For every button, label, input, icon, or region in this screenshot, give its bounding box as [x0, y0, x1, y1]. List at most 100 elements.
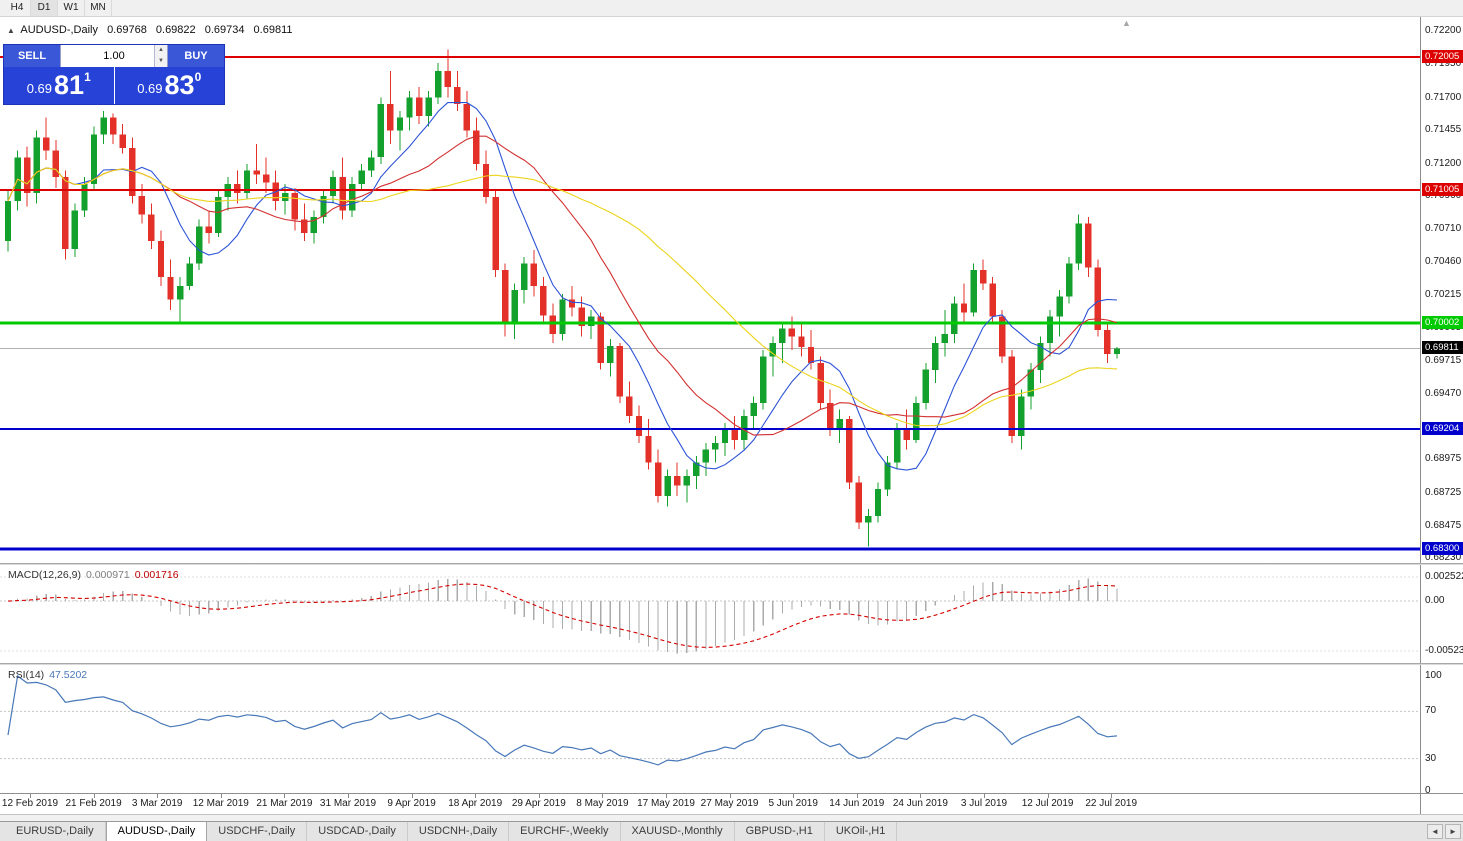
date-tick — [729, 794, 731, 798]
volume-value: 1.00 — [103, 50, 125, 62]
date-label: 18 Apr 2019 — [448, 798, 503, 809]
macd-tick: 0.00 — [1425, 595, 1445, 607]
ohlc-high: 0.69822 — [155, 24, 196, 36]
tab-audusd-daily[interactable]: AUDUSD-,Daily — [105, 822, 208, 841]
ma-line-34 — [7, 167, 1118, 427]
panel-resize-divider[interactable] — [0, 563, 1463, 565]
price-tick: 0.69715 — [1425, 355, 1462, 367]
volume-spinner: ▲ ▼ — [154, 45, 167, 67]
horizontal-level-lines[interactable] — [0, 56, 1420, 551]
level-price-label: 0.71005 — [1422, 182, 1463, 196]
tab-gbpusd-h1[interactable]: GBPUSD-,H1 — [735, 822, 825, 841]
ma-line-17 — [7, 135, 1118, 436]
level-price-label: 0.72005 — [1422, 50, 1463, 63]
horizontal-scrollbar[interactable] — [0, 814, 1463, 821]
tab-eurchf-weekly[interactable]: EURCHF-,Weekly — [509, 822, 621, 841]
one-click-trading-panel: SELL 1.00 ▲ ▼ BUY 0.69 81 1 0.69 83 0 — [3, 44, 225, 105]
sell-price-display[interactable]: 0.69 81 1 — [4, 67, 114, 104]
tab-usdcad-daily[interactable]: USDCAD-,Daily — [307, 822, 408, 841]
price-chart[interactable] — [0, 17, 1420, 563]
date-label: 12 Mar 2019 — [192, 798, 249, 809]
tab-eurusd-daily[interactable]: EURUSD-,Daily — [5, 822, 106, 841]
buy-button[interactable]: BUY — [168, 45, 224, 67]
date-tick — [920, 794, 922, 798]
tab-scroll-left-button[interactable]: ◄ — [1427, 824, 1443, 839]
timeframe-w1-button[interactable]: W1 — [58, 0, 85, 16]
tab-scroll-buttons: ◄ ► — [1427, 824, 1461, 839]
volume-increase-arrow-icon[interactable]: ▲ — [155, 45, 167, 56]
rsi-label: RSI(14) 47.5202 — [8, 669, 88, 681]
time-scale-divider — [0, 793, 1463, 794]
date-label: 27 May 2019 — [700, 798, 759, 809]
rsi-tick: 0 — [1425, 785, 1431, 796]
chart-shift-marker-icon[interactable]: ▲ — [1122, 18, 1131, 28]
time-scale: 12 Feb 2019 21 Feb 2019 3 Mar 2019 12 Mar 2… — [0, 794, 1420, 814]
chart-tab-bar: EURUSD-,Daily AUDUSD-,Daily USDCHF-,Daily U… — [0, 821, 1463, 841]
date-tick — [856, 794, 858, 798]
macd-label: MACD(12,26,9) 0.000971 0.001716 — [8, 569, 179, 581]
volume-decrease-arrow-icon[interactable]: ▼ — [155, 56, 167, 67]
date-label: 3 Mar 2019 — [131, 798, 183, 809]
date-label: 21 Mar 2019 — [256, 798, 313, 809]
buy-price-display[interactable]: 0.69 83 0 — [114, 67, 224, 104]
date-tick — [1047, 794, 1049, 798]
tab-ukoil-h1[interactable]: UKOil-,H1 — [825, 822, 898, 841]
date-label: 12 Feb 2019 — [1, 798, 59, 809]
chart-window: ▲ AUDUSD-,Daily 0.69768 0.69822 0.69734 … — [0, 17, 1463, 814]
date-tick — [1111, 794, 1113, 798]
price-tick: 0.71455 — [1425, 124, 1462, 136]
date-label: 21 Feb 2019 — [65, 798, 122, 809]
date-tick — [284, 794, 286, 798]
tab-usdcnh-daily[interactable]: USDCNH-,Daily — [408, 822, 510, 841]
date-tick — [411, 794, 413, 798]
price-tick: 0.71950 — [1425, 58, 1462, 70]
macd-histogram — [7, 578, 1118, 654]
sell-price-big: 81 — [54, 70, 85, 100]
macd-signal-value: 0.001716 — [134, 569, 179, 581]
timeframe-mn-button[interactable]: MN — [85, 0, 112, 16]
buy-price-sup: 0 — [194, 69, 202, 84]
macd-tick: -0.005234 — [1425, 645, 1463, 656]
level-price-label: 0.69204 — [1422, 421, 1463, 435]
timeframe-toolbar: H4 D1 W1 MN — [0, 0, 1463, 17]
date-tick — [220, 794, 222, 798]
sell-price-sup: 1 — [84, 69, 91, 84]
macd-grid — [0, 576, 1420, 652]
volume-input[interactable]: 1.00 ▲ ▼ — [60, 45, 168, 67]
sell-button[interactable]: SELL — [4, 45, 60, 67]
date-label: 22 Jul 2019 — [1085, 798, 1138, 809]
price-tick: 0.70460 — [1425, 256, 1462, 268]
rsi-value: 47.5202 — [49, 669, 88, 681]
macd-indicator-pane[interactable] — [0, 565, 1420, 663]
date-tick — [666, 794, 667, 798]
date-tick — [538, 794, 540, 798]
date-tick — [348, 794, 349, 798]
macd-tick: 0.002522 — [1425, 571, 1463, 582]
panel-resize-divider[interactable] — [0, 663, 1463, 665]
current-price-label: 0.69811 — [1422, 341, 1463, 355]
tab-usdchf-daily[interactable]: USDCHF-,Daily — [207, 822, 308, 841]
date-tick — [793, 794, 795, 798]
rsi-line — [7, 674, 1118, 766]
timeframe-d1-button[interactable]: D1 — [31, 0, 58, 16]
price-tick: 0.70710 — [1425, 222, 1462, 234]
tab-scroll-right-button[interactable]: ► — [1445, 824, 1461, 839]
price-tick: 0.68475 — [1425, 519, 1462, 531]
date-label: 5 Jun 2019 — [768, 798, 818, 809]
date-label: 14 Jun 2019 — [829, 798, 885, 809]
buy-price-big: 83 — [164, 70, 195, 100]
price-tick: 0.70215 — [1425, 288, 1462, 300]
date-tick — [602, 794, 604, 798]
price-tick: 0.68230 — [1425, 552, 1462, 564]
price-tick: 0.68975 — [1425, 453, 1462, 465]
oct-toggle-icon[interactable]: ▲ — [7, 26, 15, 35]
price-tick: 0.71700 — [1425, 91, 1462, 103]
date-label: 3 Jul 2019 — [960, 798, 1008, 809]
ohlc-low: 0.69734 — [204, 24, 245, 36]
date-tick — [93, 794, 95, 798]
tab-xauusd-monthly[interactable]: XAUUSD-,Monthly — [621, 822, 735, 841]
timeframe-h4-button[interactable]: H4 — [4, 0, 31, 16]
moving-average-lines — [7, 102, 1118, 471]
rsi-tick: 100 — [1425, 670, 1442, 681]
rsi-indicator-pane[interactable] — [0, 665, 1420, 793]
